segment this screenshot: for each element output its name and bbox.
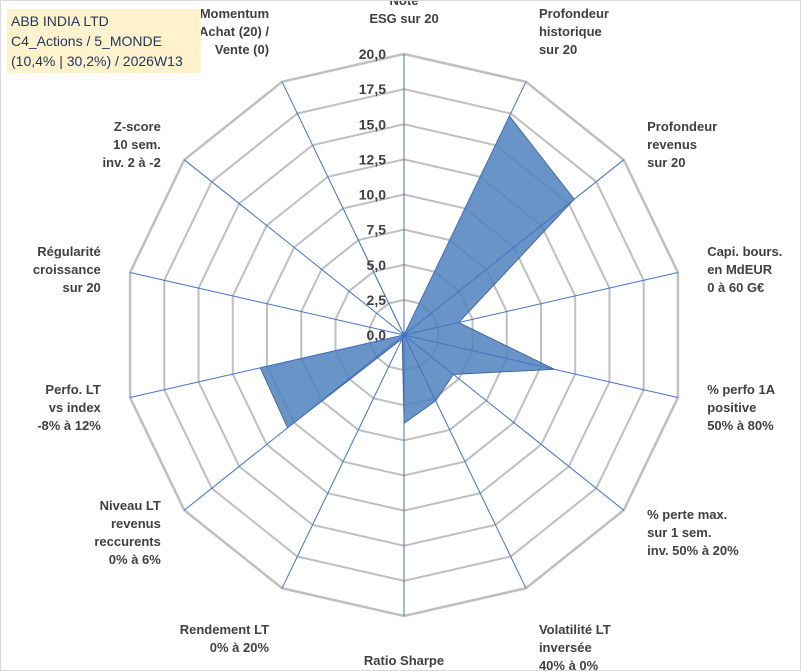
axis-spoke bbox=[183, 159, 405, 336]
axis-label: % perte max. sur 1 sem. inv. 50% à 20% bbox=[647, 507, 739, 558]
axis-label: Z-score 10 sem. inv. 2 à -2 bbox=[103, 119, 161, 170]
axis-spoke bbox=[281, 81, 405, 336]
axis-spoke bbox=[403, 271, 679, 336]
tick-label: 15,0 bbox=[359, 116, 386, 132]
axis-label: NoteESG sur 20 bbox=[369, 1, 438, 26]
axis-label: Volatilité LT inversée 40% à 0% bbox=[539, 622, 611, 670]
axis-spoke bbox=[403, 334, 625, 511]
axis-spoke bbox=[281, 334, 405, 589]
tick-label: 20,0 bbox=[359, 46, 386, 62]
axis-spoke bbox=[129, 271, 405, 336]
tick-label: 2,5 bbox=[367, 292, 387, 308]
axis-spoke bbox=[183, 334, 405, 511]
axis-spoke bbox=[403, 334, 527, 589]
axis-label: Niveau LT revenus reccurents 0% à 6% bbox=[94, 498, 161, 567]
axis-spoke bbox=[403, 81, 527, 336]
axis-label: Capi. bours. en MdEUR 0 à 60 G€ bbox=[707, 244, 782, 295]
tick-label: 0,0 bbox=[367, 327, 387, 343]
info-category: C4_Actions / 5_MONDE bbox=[11, 33, 162, 49]
axis-label: Rendement LT 0% à 20% bbox=[180, 622, 270, 655]
tick-label: 7,5 bbox=[367, 222, 387, 238]
axis-spoke bbox=[403, 334, 679, 399]
axis-label: % perfo 1A positive 50% à 80% bbox=[707, 382, 776, 433]
axis-spoke bbox=[403, 159, 625, 336]
tick-label: 17,5 bbox=[359, 81, 386, 97]
axis-label: Ratio Sharpe0 à 1 bbox=[364, 653, 444, 670]
tick-label: 5,0 bbox=[367, 257, 387, 273]
info-company-name: ABB INDIA LTD bbox=[11, 13, 109, 29]
axis-label: Profondeur revenus sur 20 bbox=[647, 119, 717, 170]
info-stats: (10,4% | 30,2%) / 2026W13 bbox=[11, 53, 183, 69]
tick-label: 12,5 bbox=[359, 151, 386, 167]
info-box: ABB INDIA LTD C4_Actions / 5_MONDE (10,4… bbox=[7, 9, 201, 73]
axis-label: Profondeur historique sur 20 bbox=[539, 6, 609, 57]
axis-label: Momentum Achat (20) / Vente (0) bbox=[199, 6, 269, 57]
axis-label: Perfo. LT vs index -8% à 12% bbox=[37, 382, 101, 433]
axis-spoke bbox=[129, 334, 405, 399]
axis-label: Régularité croissance sur 20 bbox=[33, 244, 101, 295]
tick-label: 10,0 bbox=[359, 187, 386, 203]
